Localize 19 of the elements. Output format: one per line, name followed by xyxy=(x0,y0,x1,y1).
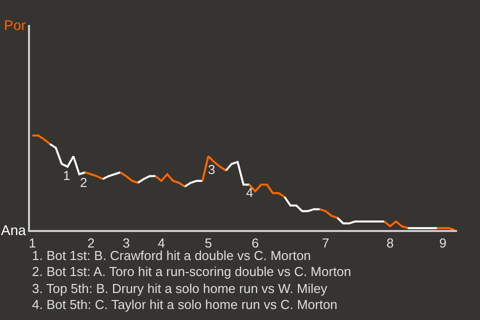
text: 4. Bot 5th: C. Taylor hit a solo home run vs C. Morton xyxy=(32,297,338,312)
text: Por xyxy=(4,17,26,33)
x-tick-label: 1 xyxy=(28,235,36,250)
text: 2. Bot 1st: A. Toro hit a run-scoring double vs C. Morton xyxy=(32,264,352,279)
x-tick-label: 9 xyxy=(439,235,447,250)
annotation: 3 xyxy=(208,162,216,177)
x-tick-label: 7 xyxy=(322,235,330,250)
x-tick-label: 4 xyxy=(158,235,165,250)
text: 1. Bot 1st: B. Crawford hit a double vs C. Morton xyxy=(32,248,311,263)
annotation: 1 xyxy=(63,168,70,183)
text: 3. Top 5th: B. Drury hit a solo home run vs W. Miley xyxy=(32,281,328,296)
annotation: 2 xyxy=(80,175,88,190)
x-tick-label: 3 xyxy=(122,235,130,250)
x-tick-label: 5 xyxy=(204,235,212,250)
x-tick-label: 2 xyxy=(87,235,95,250)
x-tick-label: 6 xyxy=(252,235,259,250)
annotation: 4 xyxy=(246,185,254,200)
text: Ana xyxy=(1,222,26,238)
x-tick-label: 8 xyxy=(386,235,394,250)
